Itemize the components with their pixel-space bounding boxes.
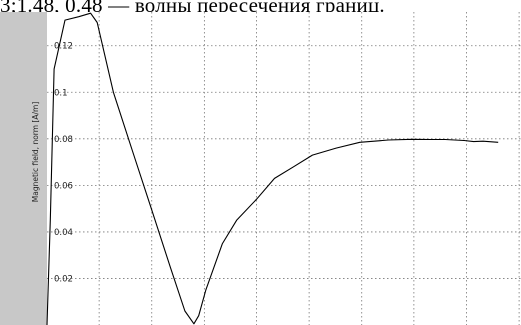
grid — [47, 12, 521, 325]
y-tick-label-0: 0.02 — [54, 274, 73, 284]
y-tick-label-2: 0.06 — [54, 181, 73, 191]
y-tick-label-5: 0.12 — [54, 42, 73, 52]
plot-area — [47, 12, 521, 325]
series-group — [46, 12, 499, 325]
y-axis-ticks: 0.02 0.04 0.06 0.08 0.1 0.12 — [54, 42, 73, 285]
y-tick-label-1: 0.04 — [54, 228, 73, 238]
y-tick-label-4: 0.1 — [54, 88, 68, 98]
y-axis-title: Magnetic field, norm [A/m] — [31, 102, 40, 203]
y-tick-label-3: 0.08 — [54, 135, 73, 145]
y-axis-panel — [0, 12, 47, 325]
series-line-0 — [46, 12, 499, 325]
